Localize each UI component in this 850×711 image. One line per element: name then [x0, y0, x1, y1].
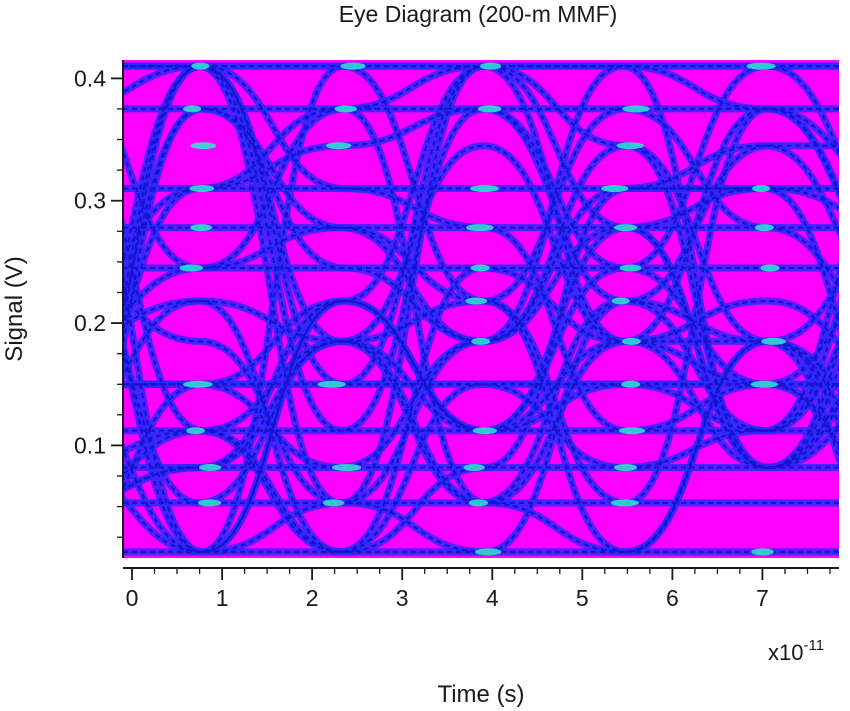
eye-hotspot	[622, 105, 650, 113]
x-tick-label: 0	[126, 585, 139, 611]
y-tick-label: 0.1	[74, 432, 106, 458]
eye-hotspot	[746, 62, 776, 70]
eye-hotspot	[754, 224, 774, 232]
y-axis: 0.1 0.2 0.3 0.4	[74, 60, 124, 558]
eye-hotspot	[610, 499, 639, 507]
eye-hotspot	[751, 548, 774, 556]
chart-title: Eye Diagram (200-m MMF)	[339, 1, 618, 27]
eye-hotspot	[613, 224, 638, 232]
x-tick-label: 6	[666, 585, 679, 611]
eye-hotspot	[616, 142, 644, 150]
eye-trace-outer	[123, 62, 839, 341]
eye-trace-inner	[123, 144, 839, 391]
eye-hotspot	[199, 464, 222, 471]
eye-trace-inner	[123, 64, 839, 270]
eye-hotspot	[600, 185, 629, 192]
eye-hotspot	[472, 427, 498, 435]
y-tick-label: 0.4	[74, 65, 106, 91]
eye-trace-inner	[123, 144, 839, 554]
eye-hotspot	[750, 380, 779, 388]
eye-hotspot	[179, 264, 204, 272]
eye-trace-inner	[123, 187, 839, 554]
x-tick-label: 7	[756, 585, 769, 611]
x-tick-label: 3	[396, 585, 409, 611]
eye-hotspot	[331, 464, 362, 471]
eye-trace-inner	[123, 268, 839, 554]
eye-hotspot	[322, 499, 345, 507]
eye-hotspot	[325, 142, 352, 150]
eye-trace-inner	[123, 64, 839, 427]
eye-hotspot	[618, 427, 646, 435]
eye-hotspot	[44, 224, 72, 231]
eye-trace-inner	[123, 226, 839, 554]
eye-trace-inner	[123, 269, 839, 554]
eye-trace-inner	[123, 64, 839, 450]
x-axis-multiplier: x10-11	[768, 637, 824, 665]
eye-trace-outer	[123, 105, 839, 507]
eye-hotspot	[183, 105, 202, 113]
eye-hotspot	[621, 337, 641, 345]
eye-hotspot	[48, 142, 73, 149]
y-tick-label: 0.3	[74, 188, 106, 214]
x-multiplier-exponent: -11	[803, 637, 824, 654]
eye-hotspot	[340, 62, 366, 70]
eye-hotspot	[761, 337, 787, 345]
eye-hotspot	[752, 185, 771, 192]
eye-hotspot	[191, 62, 210, 70]
eye-trace-inner	[123, 64, 839, 432]
eye-hotspot	[317, 380, 346, 388]
eye-hotspot	[621, 380, 641, 388]
x-multiplier-base: x10	[768, 640, 803, 665]
eye-hotspot	[183, 380, 213, 388]
hot-spots	[41, 62, 787, 556]
eye-trace-inner	[123, 107, 839, 469]
eye-hotspot	[52, 464, 72, 471]
y-axis-label: Signal (V)	[1, 256, 28, 361]
eye-hotspot	[470, 264, 490, 272]
eye-hotspot	[474, 548, 502, 556]
eye-hotspot	[41, 105, 61, 112]
x-tick-label: 1	[216, 585, 229, 611]
eye-hotspot	[760, 264, 780, 272]
eye-trace-inner	[123, 64, 839, 446]
x-tick-label: 4	[486, 585, 499, 611]
eye-hotspot	[479, 62, 502, 70]
eye-hotspot	[186, 427, 205, 435]
eye-hotspot	[334, 105, 357, 113]
eye-hotspot	[190, 224, 212, 232]
x-tick-label: 2	[306, 585, 319, 611]
eye-trace-inner	[123, 144, 839, 343]
eye-trace-inner	[123, 64, 839, 505]
eye-hotspot	[471, 337, 491, 345]
eye-hotspot	[197, 499, 222, 507]
eye-hotspot	[465, 224, 494, 232]
eye-hotspot	[470, 185, 499, 192]
eye-trace-outer	[123, 184, 839, 472]
x-axis: 0 1 2 3 4 5 6 7	[123, 567, 839, 611]
y-tick-label: 0.2	[74, 310, 106, 336]
eye-hotspot	[613, 464, 638, 471]
eye-hotspot	[44, 298, 69, 305]
eye-trace-outer	[123, 105, 839, 507]
eye-hotspot	[611, 297, 630, 305]
eye-hotspot	[189, 185, 215, 192]
eye-hotspot	[190, 142, 217, 150]
eye-hotspot	[619, 264, 642, 272]
x-tick-label: 5	[576, 585, 589, 611]
x-axis-label: Time (s)	[437, 681, 524, 708]
eye-hotspot	[463, 464, 485, 471]
eye-hotspot	[468, 499, 489, 507]
eye-hotspot	[477, 105, 502, 113]
eye-hotspot	[465, 297, 488, 305]
